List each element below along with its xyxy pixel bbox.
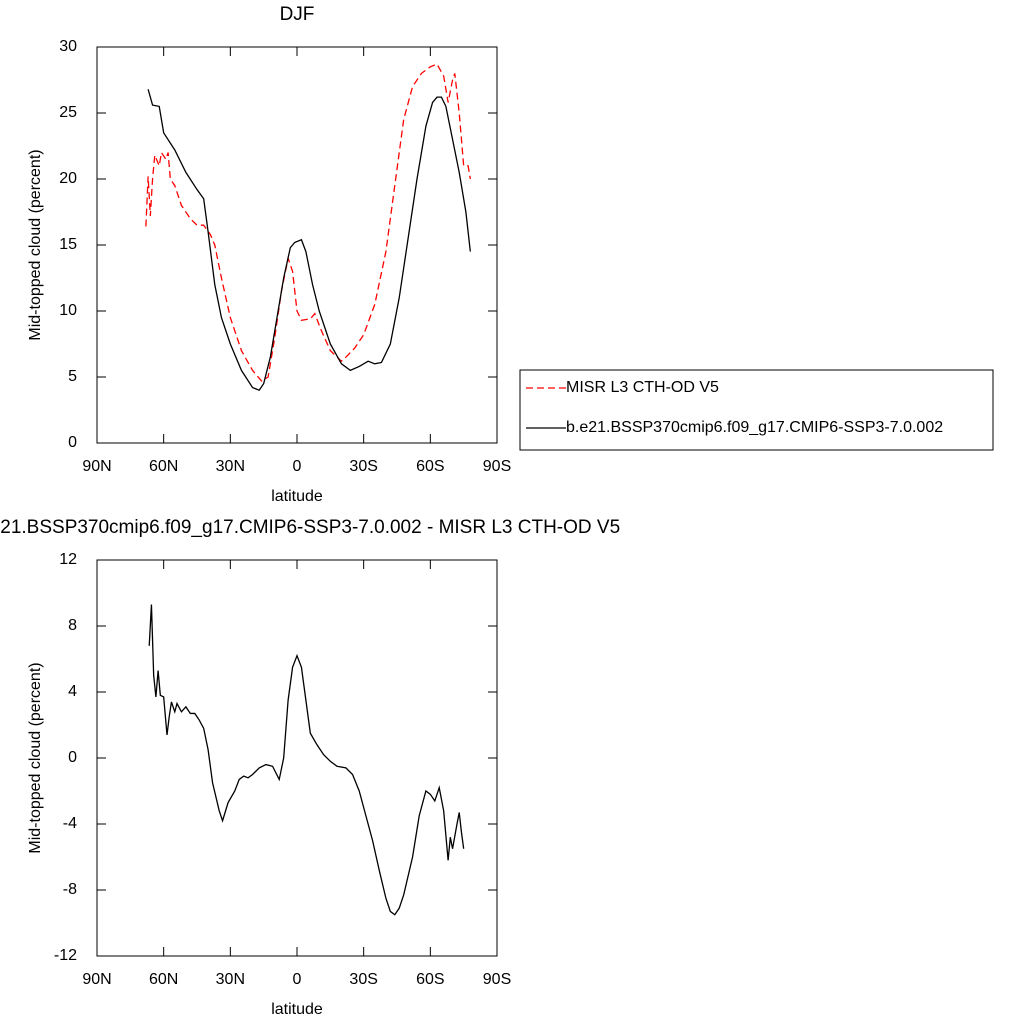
y-tick-label: -4 [63,815,77,832]
x-tick-label: 90N [82,971,111,988]
y-tick-label: 5 [68,368,77,385]
x-tick-label: 30N [216,971,245,988]
plot-frame [96,559,498,957]
legend-label: b.e21.BSSP370cmip6.f09_g17.CMIP6-SSP3-7.… [566,419,943,436]
x-tick-label: 30N [216,458,245,475]
data-line [145,63,471,382]
chart-title: b.e21.BSSP370cmip6.f09_g17.CMIP6-SSP3-7.… [0,517,620,538]
x-tick-label: 90S [483,458,511,475]
y-tick-label: 25 [59,104,77,121]
x-tick-label: 60N [149,971,178,988]
y-tick-label: 20 [59,170,77,187]
chart-title: DJF [280,4,315,25]
y-tick-label: 30 [59,38,77,55]
y-tick-label: -12 [54,947,77,964]
x-tick-label: 90S [483,971,511,988]
x-tick-label: 30S [349,971,377,988]
data-line [147,89,471,391]
y-tick-label: 8 [68,617,77,634]
y-tick-label: 15 [59,236,77,253]
y-tick-label: 4 [68,683,77,700]
x-tick-label: 30S [349,458,377,475]
x-tick-label: 60N [149,458,178,475]
x-axis-label: latitude [271,1001,323,1018]
y-tick-label: 0 [68,749,77,766]
legend-label: MISR L3 CTH-OD V5 [566,379,719,396]
x-tick-label: 60S [416,971,444,988]
x-tick-label: 60S [416,458,444,475]
x-tick-label: 0 [293,458,302,475]
x-tick-label: 0 [293,971,302,988]
y-axis-label: Mid-topped cloud (percent) [27,149,44,340]
y-tick-label: 12 [59,551,77,568]
y-tick-label: -8 [63,881,77,898]
x-axis-label: latitude [271,488,323,505]
x-tick-label: 90N [82,458,111,475]
legend-box [519,369,994,451]
data-line [148,604,465,916]
y-axis-label: Mid-topped cloud (percent) [27,662,44,853]
y-tick-label: 10 [59,302,77,319]
y-tick-label: 0 [68,434,77,451]
